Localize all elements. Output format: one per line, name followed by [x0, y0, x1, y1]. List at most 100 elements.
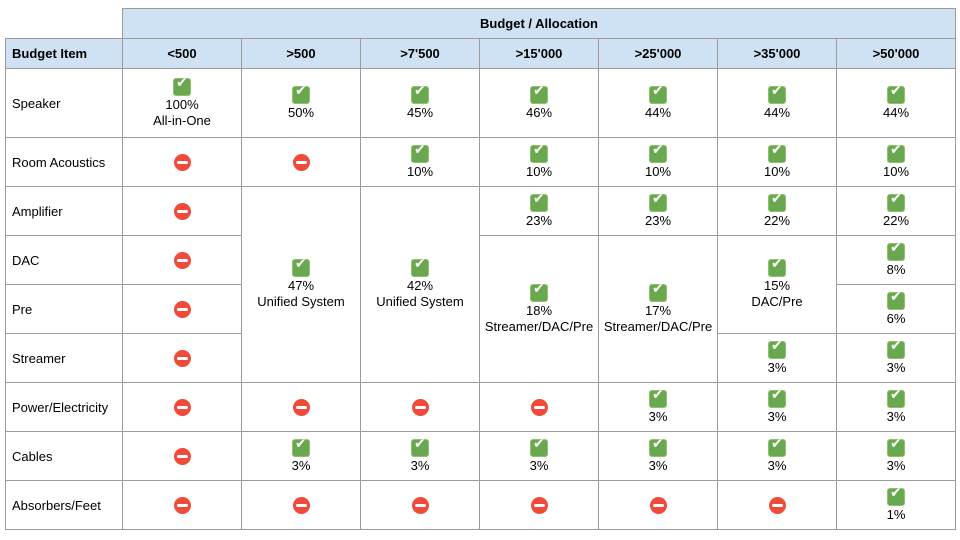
no-entry-icon [768, 496, 786, 514]
empty-corner-cell [5, 8, 123, 39]
table-row-power-electricity: Power/Electricity 3% 3% 3% [5, 382, 956, 432]
cell-amplifier-gt50000: 22% [836, 186, 956, 236]
cell-absorbers-gt7500 [360, 480, 480, 530]
check-icon [768, 142, 786, 163]
cell-absorbers-gt50000: 1% [836, 480, 956, 530]
cell-cables-gt7500: 3% [360, 431, 480, 481]
no-entry-icon [173, 496, 191, 514]
cell-cables-gt500: 3% [241, 431, 361, 481]
cell-absorbers-gt500 [241, 480, 361, 530]
cell-streamer-dac-pre-gt15000: 18% Streamer/DAC/Pre [479, 235, 599, 383]
row-label-amplifier: Amplifier [5, 186, 123, 236]
cell-speaker-gt25000: 44% [598, 68, 718, 138]
budget-allocation-sheet: Budget / Allocation Budget Item <500 >50… [5, 8, 956, 530]
row-label-cables: Cables [5, 431, 123, 481]
check-icon [768, 436, 786, 457]
no-entry-icon [530, 496, 548, 514]
table-title: Budget / Allocation [122, 8, 956, 39]
check-icon [887, 387, 905, 408]
check-icon [411, 83, 429, 104]
cell-room-acoustics-lt500 [122, 137, 242, 187]
cell-streamer-gt50000: 3% [836, 333, 956, 383]
cell-amplifier-lt500 [122, 186, 242, 236]
cell-speaker-gt50000: 44% [836, 68, 956, 138]
check-icon [530, 281, 548, 302]
check-icon [173, 75, 191, 96]
check-icon [768, 83, 786, 104]
col-header-lt500: <500 [122, 38, 242, 69]
cell-dac-gt50000: 8% [836, 235, 956, 285]
no-entry-icon [173, 349, 191, 367]
check-icon [768, 338, 786, 359]
cell-power-gt7500 [360, 382, 480, 432]
check-icon [649, 436, 667, 457]
check-icon [411, 142, 429, 163]
cell-speaker-lt500: 100% All-in-One [122, 68, 242, 138]
check-icon [768, 191, 786, 212]
corner-header: Budget Item [5, 38, 123, 69]
row-label-streamer: Streamer [5, 333, 123, 383]
check-icon [887, 142, 905, 163]
col-header-gt50000: >50'000 [836, 38, 956, 69]
cell-room-acoustics-gt7500: 10% [360, 137, 480, 187]
budget-allocation-table: Budget / Allocation Budget Item <500 >50… [5, 8, 956, 530]
no-entry-icon [173, 398, 191, 416]
check-icon [530, 436, 548, 457]
row-label-dac: DAC [5, 235, 123, 285]
check-icon [411, 256, 429, 277]
table-row-absorbers-feet: Absorbers/Feet 1% [5, 480, 956, 530]
cell-absorbers-lt500 [122, 480, 242, 530]
cell-speaker-gt15000: 46% [479, 68, 599, 138]
cell-absorbers-gt25000 [598, 480, 718, 530]
cell-power-gt50000: 3% [836, 382, 956, 432]
row-label-absorbers-feet: Absorbers/Feet [5, 480, 123, 530]
cell-streamer-gt35000: 3% [717, 333, 837, 383]
cell-room-acoustics-gt35000: 10% [717, 137, 837, 187]
table-row-cables: Cables 3% 3% 3% 3% 3% 3% [5, 431, 956, 481]
check-icon [887, 338, 905, 359]
no-entry-icon [292, 398, 310, 416]
col-header-gt25000: >25'000 [598, 38, 718, 69]
check-icon [887, 436, 905, 457]
row-label-power-electricity: Power/Electricity [5, 382, 123, 432]
title-band-row: Budget / Allocation [5, 8, 956, 39]
cell-dac-lt500 [122, 235, 242, 285]
cell-amplifier-gt35000: 22% [717, 186, 837, 236]
cell-absorbers-gt35000 [717, 480, 837, 530]
cell-unified-system-gt500: 47% Unified System [241, 186, 361, 383]
table-row-streamer: Streamer 3% 3% [5, 333, 956, 383]
check-icon [649, 387, 667, 408]
cell-dac-pre-gt35000: 15% DAC/Pre [717, 235, 837, 334]
no-entry-icon [530, 398, 548, 416]
check-icon [530, 191, 548, 212]
cell-power-lt500 [122, 382, 242, 432]
check-icon [887, 83, 905, 104]
col-header-gt7500: >7'500 [360, 38, 480, 69]
check-icon [292, 83, 310, 104]
col-header-gt500: >500 [241, 38, 361, 69]
no-entry-icon [649, 496, 667, 514]
no-entry-icon [292, 496, 310, 514]
check-icon [649, 281, 667, 302]
cell-pre-lt500 [122, 284, 242, 334]
check-icon [292, 436, 310, 457]
cell-amplifier-gt15000: 23% [479, 186, 599, 236]
table-row-dac: DAC 18% Streamer/DAC/Pre 17% Streamer/DA… [5, 235, 956, 383]
cell-absorbers-gt15000 [479, 480, 599, 530]
table-row-room-acoustics: Room Acoustics 10% 10% 10% 10% 10% [5, 137, 956, 187]
check-icon [768, 256, 786, 277]
cell-speaker-gt7500: 45% [360, 68, 480, 138]
no-entry-icon [411, 398, 429, 416]
table-row-pre: Pre 6% [5, 284, 956, 334]
col-header-gt35000: >35'000 [717, 38, 837, 69]
cell-room-acoustics-gt15000: 10% [479, 137, 599, 187]
cell-room-acoustics-gt50000: 10% [836, 137, 956, 187]
no-entry-icon [173, 447, 191, 465]
check-icon [887, 191, 905, 212]
no-entry-icon [292, 153, 310, 171]
no-entry-icon [173, 202, 191, 220]
cell-cables-gt15000: 3% [479, 431, 599, 481]
cell-power-gt35000: 3% [717, 382, 837, 432]
cell-speaker-gt35000: 44% [717, 68, 837, 138]
row-label-room-acoustics: Room Acoustics [5, 137, 123, 187]
